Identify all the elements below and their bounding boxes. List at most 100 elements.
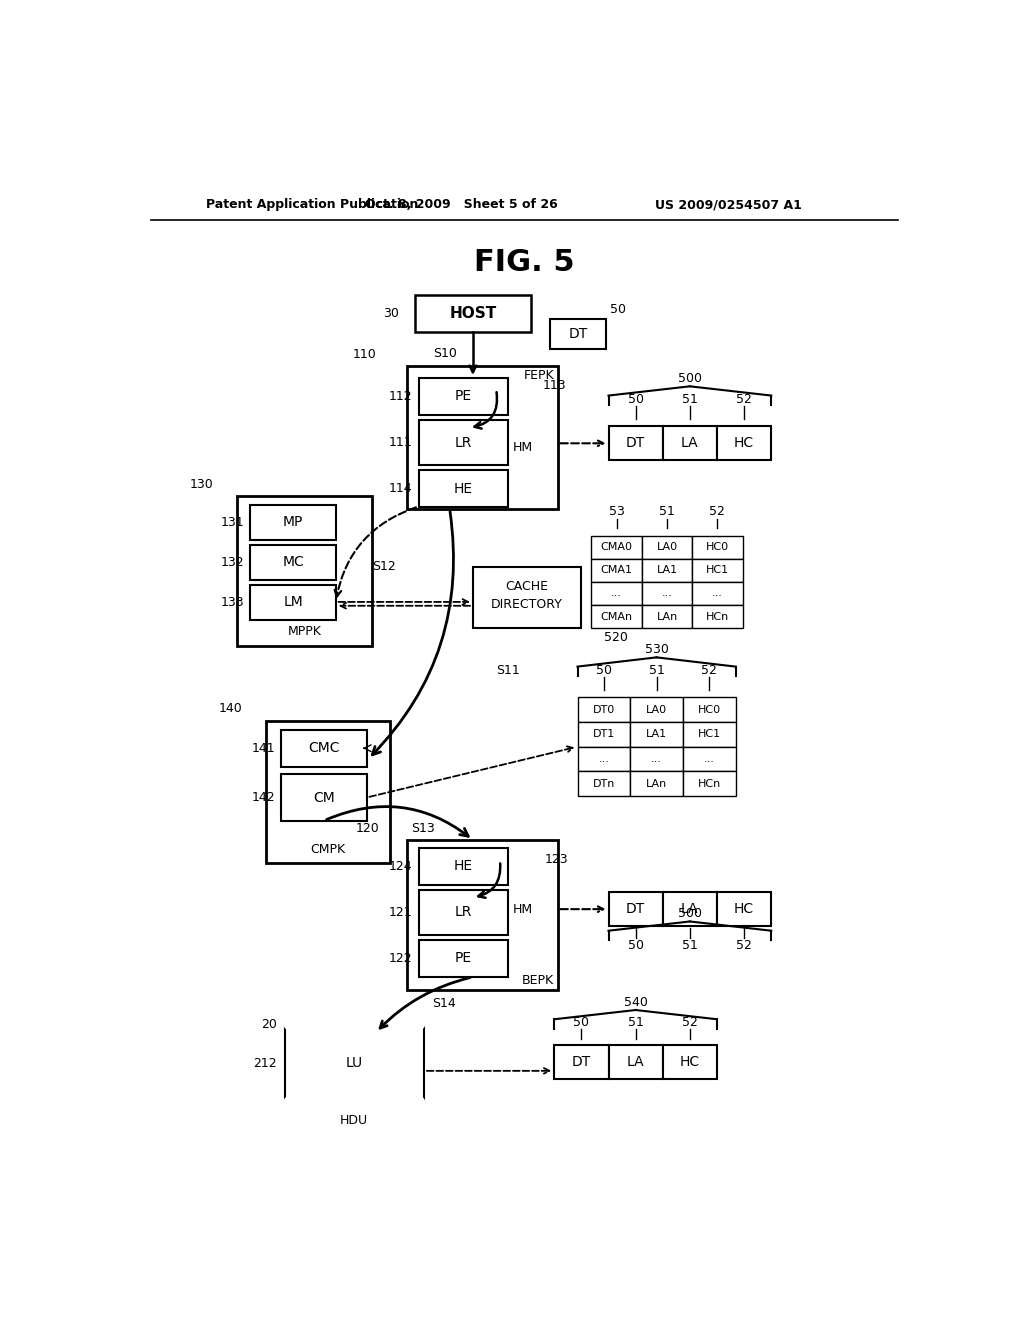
Text: LA1: LA1	[646, 730, 667, 739]
Bar	[237, 496, 372, 645]
Text: 50: 50	[628, 393, 644, 407]
Text: ...: ...	[662, 589, 673, 598]
Bar	[473, 566, 582, 628]
Bar	[683, 771, 735, 796]
Text: DT: DT	[571, 1056, 591, 1069]
Text: DT: DT	[626, 902, 645, 916]
Text: 51: 51	[628, 1016, 643, 1028]
Text: 111: 111	[389, 436, 413, 449]
Ellipse shape	[285, 1086, 424, 1117]
Text: DIRECTORY: DIRECTORY	[492, 598, 563, 611]
Ellipse shape	[285, 1010, 424, 1040]
Text: S11: S11	[496, 664, 519, 677]
Text: 123: 123	[545, 853, 568, 866]
Bar	[592, 605, 642, 628]
Text: 112: 112	[389, 389, 413, 403]
Text: 52: 52	[736, 393, 752, 407]
Text: MP: MP	[283, 515, 303, 529]
Bar	[419, 470, 508, 507]
Text: 50: 50	[628, 939, 644, 952]
Text: ...: ...	[598, 754, 609, 764]
Bar	[608, 1045, 663, 1080]
Text: HC: HC	[680, 1056, 700, 1069]
Text: 520: 520	[604, 631, 628, 644]
Text: HC0: HC0	[706, 543, 729, 552]
Text: 52: 52	[682, 1016, 697, 1028]
Bar	[578, 771, 630, 796]
Bar	[578, 697, 630, 722]
Text: 51: 51	[682, 393, 697, 407]
Text: 212: 212	[253, 1056, 276, 1069]
Text: FEPK: FEPK	[523, 370, 554, 381]
Text: CMC: CMC	[308, 742, 340, 755]
Bar	[554, 1045, 608, 1080]
Text: 52: 52	[710, 504, 725, 517]
Text: PE: PE	[455, 952, 472, 965]
Text: MC: MC	[283, 556, 304, 569]
Text: CMPK: CMPK	[310, 842, 345, 855]
Bar	[692, 558, 742, 582]
Text: ...: ...	[651, 754, 662, 764]
Text: S13: S13	[411, 822, 434, 834]
Text: LA: LA	[681, 437, 698, 450]
Bar	[683, 697, 735, 722]
Text: LA0: LA0	[646, 705, 667, 714]
Text: 500: 500	[678, 372, 701, 385]
Bar	[592, 558, 642, 582]
Text: S10: S10	[433, 347, 458, 360]
Text: 110: 110	[352, 348, 376, 362]
Text: LA: LA	[627, 1056, 644, 1069]
Bar	[642, 582, 692, 605]
Text: CMAn: CMAn	[600, 611, 633, 622]
Text: FIG. 5: FIG. 5	[474, 248, 575, 277]
Bar	[592, 536, 642, 558]
Bar	[608, 426, 663, 461]
Text: DT: DT	[626, 437, 645, 450]
Text: CMA1: CMA1	[601, 565, 633, 576]
Text: 50: 50	[596, 664, 612, 677]
Text: BEPK: BEPK	[522, 974, 554, 987]
Text: 51: 51	[682, 939, 697, 952]
Bar	[642, 605, 692, 628]
Text: 540: 540	[624, 995, 647, 1008]
Text: HE: HE	[454, 482, 473, 496]
Text: LAn: LAn	[656, 611, 678, 622]
Text: HC: HC	[734, 902, 755, 916]
Bar	[630, 722, 683, 747]
Text: PE: PE	[455, 389, 472, 404]
Bar	[415, 296, 531, 333]
Text: 50: 50	[610, 302, 626, 315]
Bar	[419, 847, 508, 884]
Text: HCn: HCn	[706, 611, 729, 622]
Text: Patent Application Publication: Patent Application Publication	[206, 198, 418, 211]
Text: LA0: LA0	[656, 543, 678, 552]
Text: ...: ...	[703, 754, 715, 764]
Text: HCn: HCn	[697, 779, 721, 788]
Text: 114: 114	[389, 482, 413, 495]
Bar	[663, 426, 717, 461]
Text: US 2009/0254507 A1: US 2009/0254507 A1	[655, 198, 802, 211]
Bar	[692, 582, 742, 605]
Text: 500: 500	[678, 907, 701, 920]
Text: ...: ...	[611, 589, 622, 598]
Text: Oct. 8, 2009   Sheet 5 of 26: Oct. 8, 2009 Sheet 5 of 26	[365, 198, 558, 211]
Bar	[642, 558, 692, 582]
Bar	[663, 892, 717, 927]
Bar	[608, 892, 663, 927]
Text: 51: 51	[648, 664, 665, 677]
Text: HE: HE	[454, 859, 473, 873]
Text: 140: 140	[219, 702, 243, 715]
Text: HM: HM	[513, 441, 534, 454]
Text: 141: 141	[252, 742, 275, 755]
Bar	[266, 721, 390, 863]
Text: 142: 142	[252, 791, 275, 804]
Text: 50: 50	[573, 1016, 590, 1028]
Bar	[251, 506, 336, 540]
Text: CACHE: CACHE	[506, 579, 549, 593]
Text: LU: LU	[346, 1056, 362, 1071]
Bar	[692, 605, 742, 628]
Text: LR: LR	[455, 436, 472, 450]
Text: 121: 121	[389, 906, 413, 919]
Bar	[407, 367, 558, 508]
Text: LM: LM	[284, 595, 303, 610]
